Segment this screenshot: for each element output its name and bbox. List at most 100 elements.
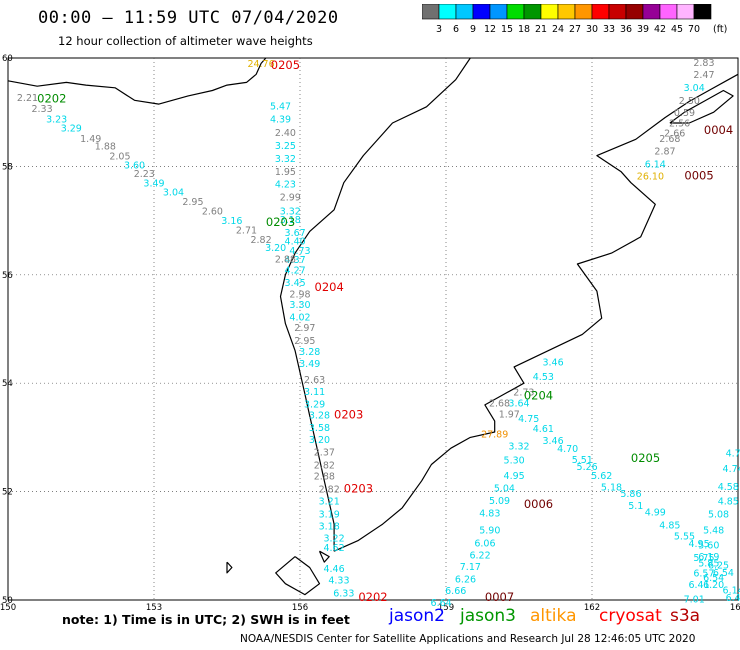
track-0205: 4.74.744.584.855.085.485.605.755.856.576… [631,448,740,605]
wave-height-label: 3.58 [309,423,330,434]
wave-height-label: 4.70 [557,444,578,455]
wave-height-label: 5.55 [674,531,695,542]
scale-tick-label: 42 [654,24,666,35]
wave-height-label: 4.99 [645,507,666,518]
coastline-islet [226,561,233,574]
wave-height-label: 5.18 [601,483,622,494]
wave-height-label: 2.05 [109,151,130,162]
wave-height-label: 2.88 [314,472,335,483]
lat-label: 54 [2,379,13,389]
wave-height-label: 26.10 [637,171,664,182]
wave-height-label: 2.99 [280,193,301,204]
wave-height-label: 6.54 [703,573,724,584]
track-time-label: 0204 [524,388,553,402]
wave-height-label: 2.56 [669,118,690,129]
wave-height-label: 3.18 [319,522,340,533]
wave-height-label: 2.83 [693,58,714,69]
wave-height-label: 6.14 [723,585,740,596]
track-time-label: 0006 [524,497,553,511]
wave-height-label: 3.46 [542,436,563,447]
track-time-label: 0004 [704,123,733,137]
track-0204: 3.464.532.732.683.641.974.754.613.464.70… [489,357,734,579]
wave-height-label: 3.19 [319,510,340,521]
wave-height-label: 6.4 [726,593,740,604]
wave-height-label: 2.68 [489,399,510,410]
lat-label: 56 [2,271,13,281]
wave-height-label: 4.95 [504,471,525,482]
wave-height-label: 2.87 [654,146,675,157]
satellite-jason3: jason3 [460,606,516,626]
wave-height-label: 3.22 [323,533,344,544]
scale-tick-label: 30 [586,24,598,35]
wave-height-label: 2.82 [314,460,335,471]
wave-height-label: 7.01 [684,595,705,606]
wave-height-label: 1.95 [275,167,296,178]
wave-height-label: 6.26 [455,575,476,586]
credit-line: NOAA/NESDIS Center for Satellite Applica… [240,633,696,645]
satellite-altika: altika [530,606,577,626]
wave-height-label: 2.88 [275,254,296,265]
scale-tick-label: 70 [688,24,700,35]
wave-height-label: 5.90 [479,525,500,536]
wave-height-label: 5.75 [693,553,714,564]
lat-label: 60 [2,54,13,64]
wave-height-label: 2.47 [693,70,714,81]
wave-height-label: 7.17 [460,562,481,573]
wave-height-label: 2.82 [250,235,271,246]
wave-height-label: 5.08 [708,510,729,521]
wave-height-label: 4.95 [688,539,709,550]
wave-height-label: 2.60 [202,207,223,218]
scale-swatch [693,4,712,20]
wave-height-label: 3.20 [265,243,286,254]
coastline-karaginsky [669,89,734,124]
coastline-paramushir [275,556,321,596]
wave-height-label: 3.45 [285,278,306,289]
wave-height-label: 1.88 [95,142,116,153]
wave-height-label: 4.27 [285,266,306,277]
coastline-kamchatka-east [333,73,739,552]
lon-label: 153 [146,603,162,613]
wave-height-label: 2.66 [664,129,685,140]
track-time-label: 0203 [334,407,363,421]
wave-height-label: 5.30 [504,455,525,466]
scale-tick-label: 15 [501,24,513,35]
lon-label: 165 [730,603,740,613]
scale-tick-label: 21 [535,24,547,35]
wave-height-label: 2.21 [17,93,38,104]
wave-height-label: 5.47 [270,101,291,112]
wave-height-label: 2.95 [182,197,203,208]
scale-tick-label: 3 [436,24,442,35]
wave-height-label: 5.51 [572,455,593,466]
track-0006: 27.893.32 5.30 4.95 5.045.09 4.83 0006 [479,429,553,519]
scale-tick-label: 6 [453,24,459,35]
wave-height-label: 2.71 [236,226,257,237]
scale-tick-label: 12 [484,24,496,35]
track-time-label: 0204 [315,280,344,294]
track-time-label: 0005 [684,168,713,182]
wave-height-label: 6.54 [713,568,734,579]
wave-height-label: 5.1 [628,501,643,512]
wave-height-label: 5.85 [698,558,719,569]
wave-height-label: 4.39 [270,114,291,125]
wave-height-label: 3.25 [275,141,296,152]
wave-height-label: 4.61 [533,424,554,435]
scale-tick-label: 39 [637,24,649,35]
wave-height-label: 4.7 [726,448,740,459]
wave-height-label: 6.64 [431,598,452,609]
wave-height-label: 3.32 [275,154,296,165]
wave-height-label: 1.49 [80,134,101,145]
track-time-label: 0205 [271,58,300,72]
lon-label: 159 [438,603,454,613]
wave-height-label: 6.14 [645,159,666,170]
wave-height-label: 4.74 [723,464,740,475]
wave-height-label: 6.66 [445,586,466,597]
wave-height-label: 2.63 [304,375,325,386]
wave-height-label: 2.33 [31,104,52,115]
scale-tick-label: 45 [671,24,683,35]
wave-height-label: 6.20 [703,580,724,591]
wave-height-label: 6.22 [469,550,490,561]
wave-height-label: 3.04 [684,83,705,94]
wave-height-label: 3.16 [221,216,242,227]
wave-height-label: 4.62 [323,543,344,554]
wave-height-label: 4.75 [518,414,539,425]
